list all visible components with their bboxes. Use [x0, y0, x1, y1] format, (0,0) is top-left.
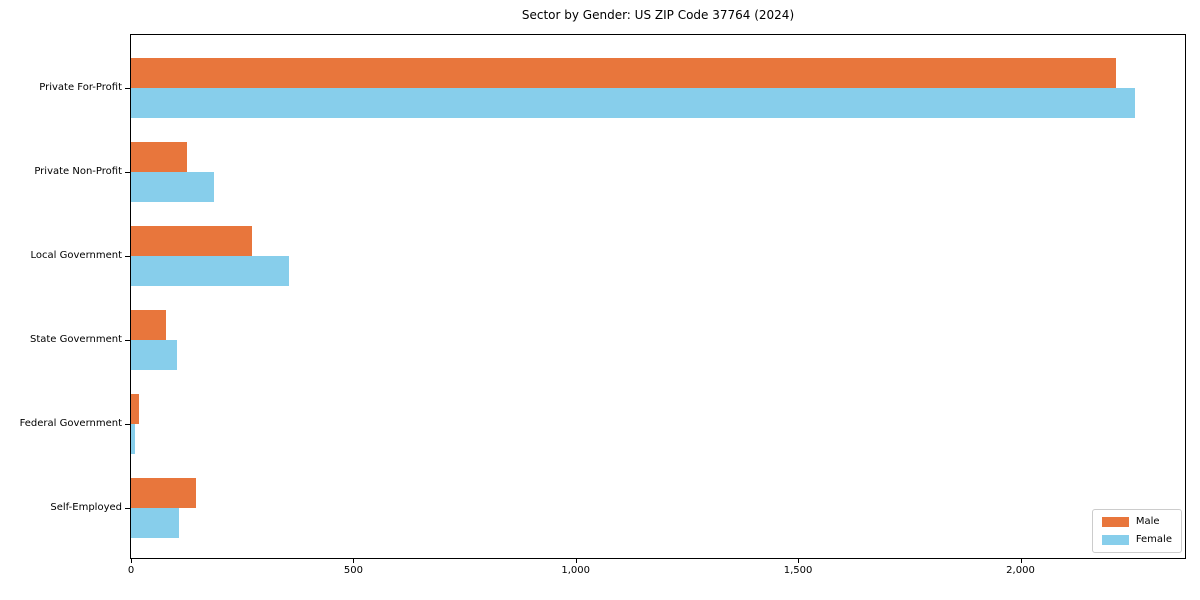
x-tick — [575, 559, 577, 563]
bar-female-4 — [131, 424, 136, 454]
x-tick — [353, 559, 355, 563]
x-axis-label: 1,000 — [561, 565, 590, 576]
bar-male-4 — [131, 394, 139, 424]
legend-swatch-male — [1101, 517, 1129, 527]
x-tick — [1020, 559, 1022, 563]
bar-female-5 — [131, 508, 179, 538]
bar-female-0 — [131, 88, 1136, 118]
y-axis-label: Private For-Profit — [39, 82, 122, 93]
bar-male-3 — [131, 310, 166, 340]
legend-label: Female — [1135, 534, 1172, 545]
legend: Male Female — [1091, 509, 1182, 553]
x-tick — [131, 559, 132, 563]
bar-male-5 — [131, 478, 196, 508]
y-tick — [125, 172, 130, 173]
bar-male-2 — [131, 226, 253, 256]
y-axis-label: State Government — [29, 334, 122, 345]
bar-female-1 — [131, 172, 214, 202]
bar-male-0 — [131, 58, 1117, 88]
y-axis-label: Federal Government — [19, 418, 122, 429]
y-tick — [125, 508, 130, 509]
legend-label: Male — [1135, 516, 1160, 527]
x-axis-label: 500 — [343, 565, 363, 576]
x-axis-label: 0 — [127, 565, 135, 576]
legend-swatch-female — [1101, 535, 1129, 545]
x-tick — [798, 559, 800, 563]
legend-entry-male: Male — [1101, 516, 1172, 528]
bar-female-2 — [131, 256, 289, 286]
y-axis-label: Local Government — [30, 250, 122, 261]
chart-title: Sector by Gender: US ZIP Code 37764 (202… — [521, 8, 795, 22]
x-axis-label: 1,500 — [783, 565, 813, 576]
y-tick — [125, 424, 130, 425]
x-axis-label: 2,000 — [1006, 565, 1035, 576]
y-axis-label: Private Non-Profit — [34, 166, 122, 177]
y-tick — [125, 340, 130, 341]
bar-female-3 — [131, 340, 177, 370]
plot-area: Male Female — [130, 34, 1186, 559]
y-tick — [125, 256, 130, 257]
bar-male-1 — [131, 142, 187, 172]
y-tick — [125, 88, 130, 89]
legend-entry-female: Female — [1101, 534, 1172, 546]
y-axis-label: Self-Employed — [50, 502, 122, 513]
